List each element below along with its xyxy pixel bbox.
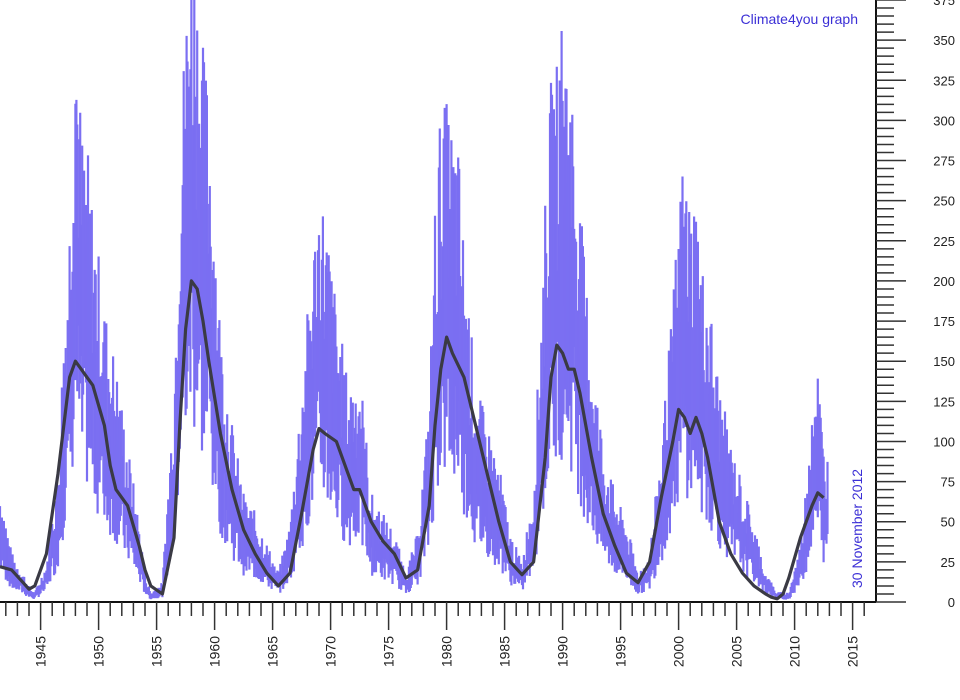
y-tick-label: 0 <box>948 595 955 610</box>
x-tick-label: 1945 <box>33 636 49 667</box>
y-tick-label: 350 <box>933 33 955 48</box>
y-tick-label: 50 <box>941 515 955 530</box>
smoothed-line <box>0 279 825 601</box>
x-ticks: 1945 1950 1955 1960 1965 1970 1975 1980 1985 1990… <box>5 602 865 667</box>
x-tick-label: 1970 <box>323 636 339 667</box>
x-tick-label: 1965 <box>265 636 281 667</box>
x-tick-label: 2015 <box>845 636 861 667</box>
x-tick-label: 2010 <box>787 636 803 667</box>
y-tick-label: 250 <box>933 194 955 209</box>
smoothed-series <box>0 279 825 601</box>
y-tick-label: 275 <box>933 154 955 169</box>
x-tick-label: 1975 <box>381 636 397 667</box>
date-annotation: 30 November 2012 <box>849 469 865 588</box>
y-tick-label: 325 <box>933 73 955 88</box>
y-tick-label: 225 <box>933 234 955 249</box>
x-tick-label: 1980 <box>439 636 455 667</box>
y-tick-label: 375 <box>933 0 955 8</box>
monthly-series <box>0 0 829 600</box>
chart-credit: Climate4you graph <box>740 11 858 27</box>
y-tick-label: 150 <box>933 354 955 369</box>
y-tick-label: 100 <box>933 434 955 449</box>
x-tick-label: 1960 <box>207 636 223 667</box>
y-tick-label: 300 <box>933 113 955 128</box>
y-tick-label: 175 <box>933 314 955 329</box>
x-tick-label: 2000 <box>671 636 687 667</box>
x-tick-label: 1990 <box>555 636 571 667</box>
y-ticks: 0 25 50 75 100 125 150 175 200 225 250 275 300 325 350… <box>876 0 955 610</box>
x-tick-label: 1955 <box>149 636 165 667</box>
axes <box>0 0 877 603</box>
y-tick-label: 75 <box>941 475 955 490</box>
x-tick-label: 1950 <box>91 636 107 667</box>
x-tick-label: 1985 <box>497 636 513 667</box>
y-tick-label: 125 <box>933 394 955 409</box>
y-tick-label: 200 <box>933 274 955 289</box>
x-tick-label: 1995 <box>613 636 629 667</box>
x-tick-label: 2005 <box>729 636 745 667</box>
y-tick-label: 25 <box>941 555 955 570</box>
